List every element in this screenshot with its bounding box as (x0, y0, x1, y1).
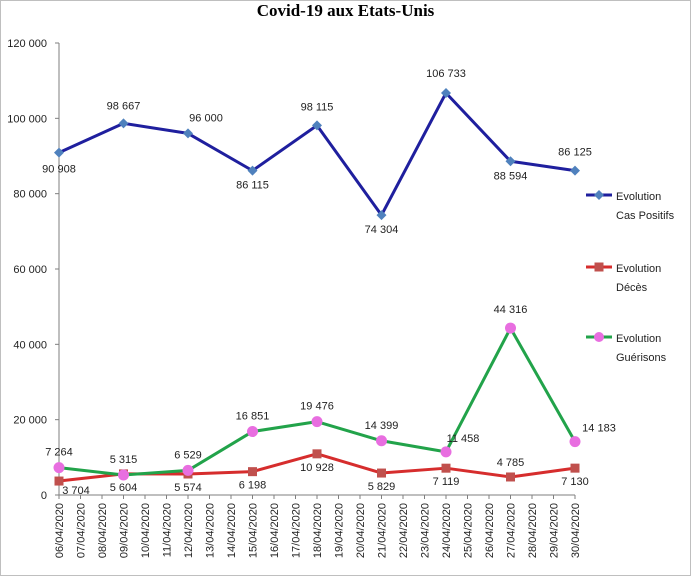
x-tick-label: 26/04/2020 (484, 503, 496, 558)
data-label: 98 115 (301, 101, 334, 113)
data-point (570, 463, 580, 473)
x-tick-label: 17/04/2020 (291, 503, 303, 558)
x-tick-label: 24/04/2020 (441, 503, 453, 558)
x-tick-label: 20/04/2020 (355, 503, 367, 558)
data-label: 5 829 (368, 481, 396, 493)
y-tick-label: 120 000 (7, 38, 47, 50)
data-point (505, 322, 516, 334)
legend-marker (594, 190, 604, 200)
x-tick-label: 23/04/2020 (420, 503, 432, 558)
data-point (570, 165, 580, 176)
x-tick-label: 07/04/2020 (76, 503, 88, 558)
x-tick-label: 28/04/2020 (527, 503, 539, 558)
data-label: 86 125 (558, 147, 592, 159)
x-tick-label: 15/04/2020 (248, 503, 260, 558)
x-tick-label: 12/04/2020 (183, 503, 195, 558)
y-tick-label: 100 000 (7, 113, 47, 125)
y-tick-label: 40 000 (13, 339, 47, 351)
x-tick-label: 16/04/2020 (269, 503, 281, 558)
x-tick-label: 25/04/2020 (463, 503, 475, 558)
x-tick-label: 21/04/2020 (377, 503, 389, 558)
data-point (53, 462, 65, 474)
x-tick-label: 06/04/2020 (54, 503, 66, 558)
legend-marker (594, 262, 604, 272)
data-label: 5 604 (110, 482, 138, 494)
x-tick-label: 08/04/2020 (97, 503, 109, 558)
legend-label: Evolution (616, 333, 661, 345)
data-point (247, 165, 258, 176)
legend-label: Décès (616, 282, 648, 294)
data-label: 44 316 (494, 304, 528, 316)
data-point (505, 156, 516, 167)
data-point (54, 147, 64, 158)
y-tick-label: 20 000 (13, 415, 47, 427)
data-point (248, 467, 257, 477)
data-point (118, 118, 129, 129)
data-label: 88 594 (494, 170, 528, 182)
data-label: 16 851 (236, 411, 270, 423)
x-tick-label: 09/04/2020 (119, 503, 131, 558)
data-label: 4 785 (497, 457, 525, 469)
data-label: 5 315 (110, 454, 138, 466)
x-tick-label: 18/04/2020 (312, 503, 324, 558)
data-label: 6 529 (174, 449, 202, 461)
data-label: 98 667 (107, 100, 141, 112)
data-label: 96 000 (189, 112, 223, 124)
data-label: 14 183 (582, 423, 616, 435)
data-label: 7 119 (433, 476, 460, 488)
data-label: 7 264 (45, 447, 73, 459)
data-label: 86 115 (236, 180, 269, 192)
data-label: 14 399 (365, 420, 399, 432)
legend-label: Guérisons (616, 352, 667, 364)
data-label: 6 198 (239, 480, 267, 492)
data-point (312, 120, 322, 131)
x-tick-label: 22/04/2020 (398, 503, 410, 558)
data-point (569, 436, 581, 448)
data-point (312, 449, 322, 459)
data-label: 3 704 (62, 485, 90, 497)
data-label: 7 130 (561, 476, 589, 488)
data-point (441, 87, 451, 98)
data-point (441, 463, 451, 473)
data-point (440, 446, 452, 458)
y-tick-label: 0 (41, 490, 47, 502)
data-point (506, 472, 515, 482)
data-point (311, 416, 323, 428)
x-tick-label: 14/04/2020 (226, 503, 238, 558)
data-label: 74 304 (365, 224, 399, 236)
data-point (376, 210, 387, 221)
x-tick-label: 10/04/2020 (140, 503, 152, 558)
data-label: 10 928 (300, 462, 334, 474)
data-point (118, 469, 129, 481)
data-point (182, 464, 194, 476)
x-tick-label: 27/04/2020 (506, 503, 518, 558)
data-label: 5 574 (174, 482, 202, 494)
legend-label: Evolution (616, 191, 661, 203)
x-tick-label: 30/04/2020 (570, 503, 582, 558)
y-tick-label: 60 000 (13, 264, 47, 276)
x-tick-label: 19/04/2020 (334, 503, 346, 558)
data-point (54, 476, 64, 486)
data-label: 106 733 (426, 68, 466, 80)
data-point (377, 468, 386, 478)
x-tick-label: 11/04/2020 (162, 503, 174, 557)
chart-title: Covid-19 aux Etats-Unis (256, 1, 435, 20)
data-label: 19 476 (300, 401, 334, 413)
data-label: 11 458 (447, 433, 480, 445)
data-label: 90 908 (42, 164, 76, 176)
y-tick-label: 80 000 (13, 189, 47, 201)
data-point (183, 128, 193, 139)
x-tick-label: 13/04/2020 (205, 503, 217, 558)
data-point (247, 426, 258, 438)
legend-label: Cas Positifs (616, 210, 675, 222)
data-point (376, 435, 387, 447)
legend-label: Evolution (616, 263, 661, 275)
x-tick-label: 29/04/2020 (549, 503, 561, 558)
legend-marker (594, 332, 604, 342)
